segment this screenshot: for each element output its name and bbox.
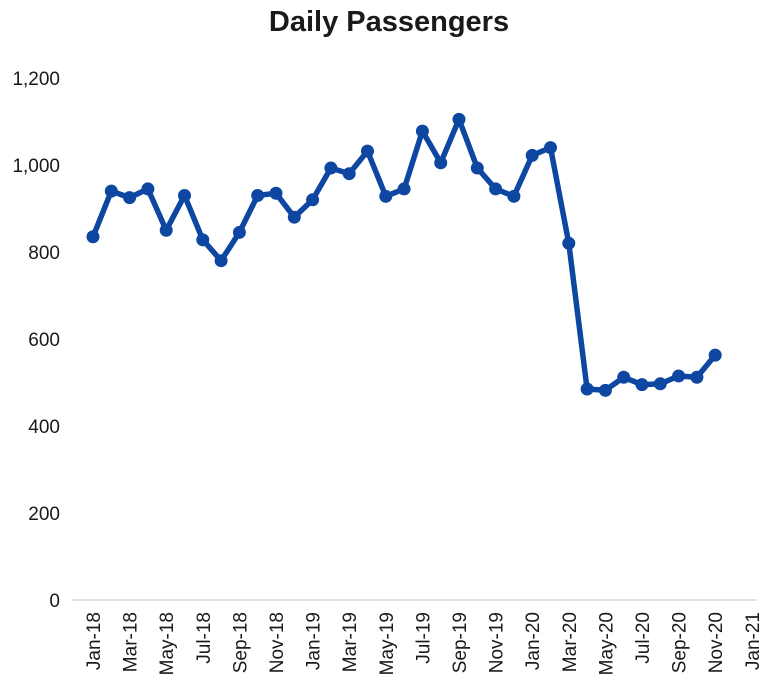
- data-point: [635, 378, 649, 392]
- data-point: [123, 191, 137, 205]
- chart-title: Daily Passengers: [268, 6, 510, 38]
- x-tick-label: Sep-20: [670, 612, 691, 673]
- data-point: [196, 233, 210, 247]
- y-axis-ticks: 0 200 400 600 800 1,000 1,200: [12, 69, 60, 612]
- data-point: [452, 112, 466, 126]
- x-tick-label: Nov-18: [267, 612, 288, 673]
- data-point: [397, 182, 411, 196]
- data-point: [141, 182, 155, 196]
- x-tick-label: Nov-20: [706, 612, 727, 673]
- x-tick-label: Jul-19: [413, 612, 434, 664]
- data-point: [434, 156, 448, 170]
- data-points: [86, 112, 722, 397]
- x-tick-label: Mar-19: [340, 612, 361, 672]
- data-point: [580, 382, 594, 396]
- data-point: [525, 148, 539, 162]
- data-point: [159, 223, 173, 237]
- x-tick-label: Mar-18: [121, 612, 142, 672]
- data-point: [489, 182, 503, 196]
- data-point: [598, 383, 612, 397]
- data-point: [470, 161, 484, 175]
- data-point: [379, 189, 393, 203]
- data-point: [306, 193, 320, 207]
- x-tick-label: Sep-19: [450, 612, 471, 673]
- data-point: [708, 348, 722, 362]
- x-axis-ticks: Jan-18 Mar-18 May-18 Jul-18 Sep-18 Nov-18 Jan-…: [84, 612, 764, 675]
- data-point: [178, 188, 191, 202]
- x-tick-label: Sep-18: [230, 612, 251, 673]
- y-tick-label: 400: [28, 417, 60, 438]
- data-point: [507, 189, 521, 203]
- x-tick-label: May-20: [596, 612, 617, 675]
- data-point: [690, 370, 704, 384]
- y-tick-label: 0: [49, 591, 60, 612]
- data-point: [86, 230, 100, 244]
- y-tick-label: 800: [28, 243, 60, 264]
- x-tick-label: Jan-20: [523, 612, 544, 670]
- x-tick-label: Jan-19: [304, 612, 325, 670]
- y-tick-label: 1,200: [12, 69, 60, 90]
- data-point: [287, 210, 301, 224]
- x-tick-label: Mar-20: [560, 612, 581, 672]
- data-point: [562, 236, 576, 250]
- y-tick-label: 600: [28, 330, 60, 351]
- data-point: [342, 167, 356, 181]
- data-point: [214, 254, 228, 268]
- data-point: [415, 124, 429, 138]
- data-point: [232, 225, 246, 239]
- data-point: [617, 370, 631, 384]
- data-point: [361, 144, 374, 158]
- x-tick-label: Jul-18: [194, 612, 215, 664]
- data-point: [544, 141, 557, 155]
- series-line: [90, 116, 718, 394]
- x-tick-label: Jul-20: [633, 612, 654, 664]
- x-tick-label: Nov-19: [487, 612, 508, 673]
- data-point: [672, 369, 686, 383]
- y-tick-label: 1,000: [12, 156, 60, 177]
- data-point: [324, 161, 338, 175]
- data-point: [104, 184, 118, 198]
- data-point: [269, 186, 283, 200]
- data-point: [251, 188, 265, 202]
- x-tick-label: May-18: [157, 612, 178, 675]
- y-tick-label: 200: [28, 504, 60, 525]
- x-tick-label: Jan-21: [743, 612, 764, 670]
- data-point: [653, 377, 667, 391]
- x-tick-label: May-19: [377, 612, 398, 675]
- x-tick-label: Jan-18: [84, 612, 105, 670]
